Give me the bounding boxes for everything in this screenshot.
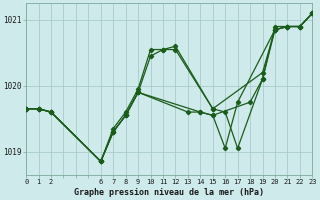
X-axis label: Graphe pression niveau de la mer (hPa): Graphe pression niveau de la mer (hPa) — [74, 188, 264, 197]
